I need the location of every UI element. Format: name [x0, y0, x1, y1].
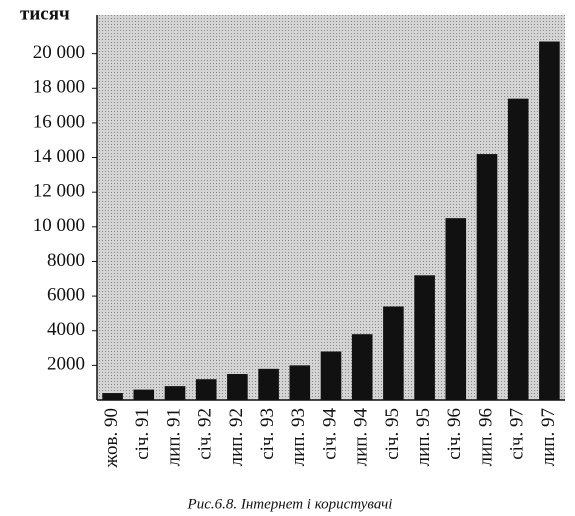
x-tick-label: лип. 96	[475, 408, 496, 466]
x-tick-label: січ. 91	[132, 408, 153, 460]
x-tick-label: жов. 90	[101, 408, 122, 469]
bar	[445, 218, 467, 400]
y-axis-label: тисяч	[20, 3, 70, 24]
bar	[289, 365, 311, 400]
x-tick-label: січ. 92	[195, 408, 216, 460]
bar	[383, 306, 404, 400]
bar	[507, 98, 529, 400]
x-tick-label: лип. 93	[288, 408, 309, 466]
bar	[164, 386, 186, 400]
bar	[320, 351, 342, 400]
bar	[133, 389, 155, 400]
bar	[351, 334, 373, 400]
y-tick-label: 18 000	[33, 77, 85, 98]
x-tick-label: січ. 93	[257, 408, 278, 460]
x-tick-label: січ. 96	[444, 408, 465, 460]
x-tick-label: лип. 94	[351, 408, 372, 467]
bar	[102, 393, 123, 400]
y-tick-label: 2000	[47, 354, 85, 375]
y-tick-label: 4000	[47, 319, 85, 340]
y-tick-label: 8000	[47, 250, 85, 271]
y-tick-label: 20 000	[33, 42, 85, 63]
y-tick-label: 6000	[47, 284, 85, 305]
bar	[539, 41, 560, 400]
x-tick-label: лип. 91	[163, 408, 184, 466]
bar	[476, 154, 498, 400]
x-tick-label: лип. 97	[538, 408, 559, 466]
y-tick-label: 10 000	[33, 215, 85, 236]
bar	[258, 368, 279, 400]
x-tick-label: січ. 95	[382, 408, 403, 460]
y-tick-label: 14 000	[33, 146, 85, 167]
x-tick-label: січ. 94	[319, 408, 340, 460]
bar	[414, 275, 435, 400]
bar	[227, 374, 248, 400]
y-tick-label: 12 000	[33, 181, 85, 202]
caption: Рис.6.8. Інтернет і користувачі	[187, 496, 393, 512]
x-tick-label: лип. 95	[413, 408, 434, 466]
bar	[195, 379, 217, 400]
x-tick-label: лип. 92	[226, 408, 247, 466]
x-tick-label: січ. 97	[507, 408, 528, 460]
y-tick-label: 16 000	[33, 111, 85, 132]
